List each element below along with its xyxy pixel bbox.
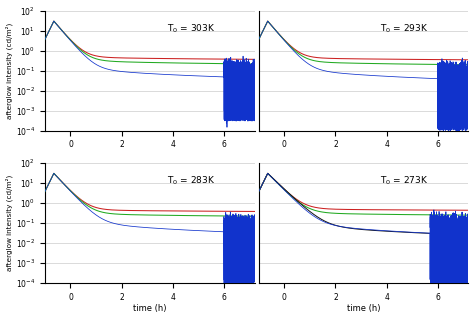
Text: T$_0$ = 273K: T$_0$ = 273K <box>380 175 429 188</box>
X-axis label: time (h): time (h) <box>133 304 166 314</box>
X-axis label: time (h): time (h) <box>347 304 380 314</box>
Y-axis label: afterglow intensity (cd/m²): afterglow intensity (cd/m²) <box>6 175 13 271</box>
Text: T$_0$ = 283K: T$_0$ = 283K <box>166 175 215 188</box>
Text: T$_0$ = 293K: T$_0$ = 293K <box>380 23 428 35</box>
Y-axis label: afterglow intensity (cd/m²): afterglow intensity (cd/m²) <box>6 23 13 119</box>
Text: T$_0$ = 303K: T$_0$ = 303K <box>166 23 215 35</box>
